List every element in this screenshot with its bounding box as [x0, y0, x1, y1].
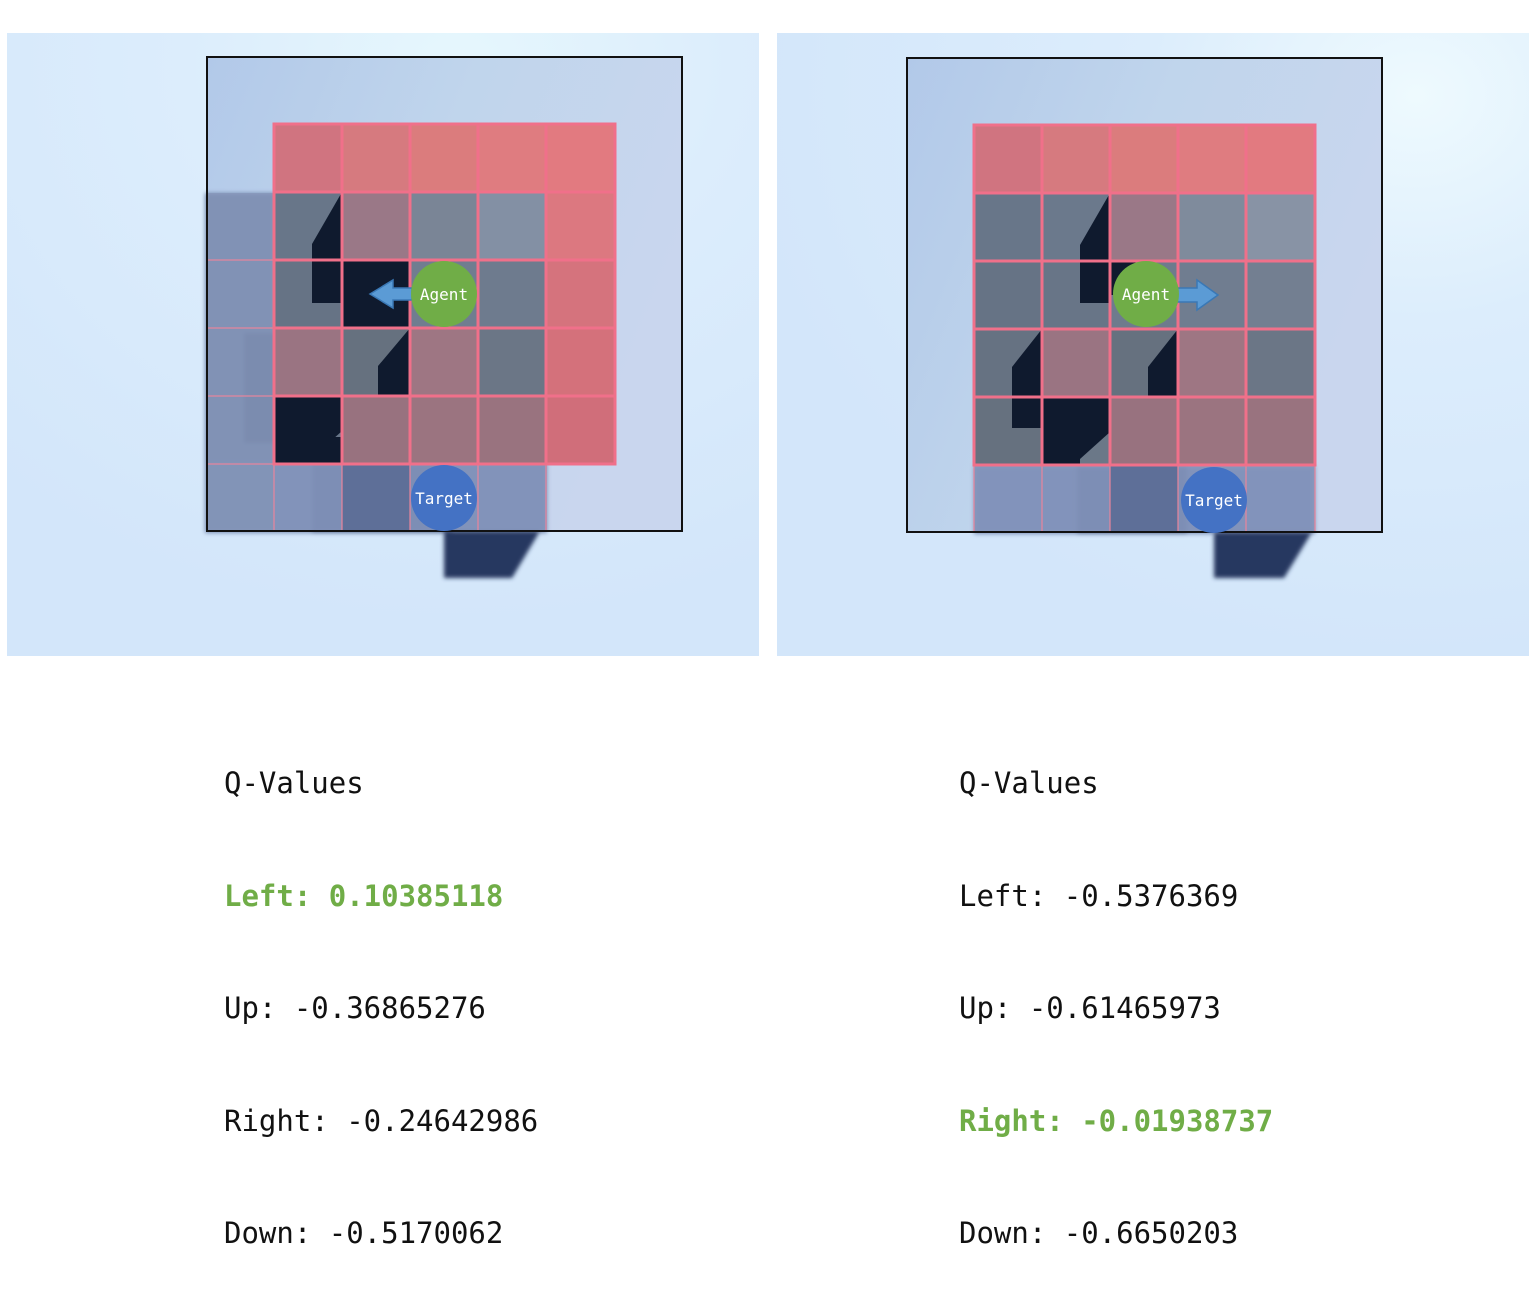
target-marker [411, 465, 477, 531]
qvalues-left: Q-Values Left: 0.10385118 Up: -0.3686527… [224, 690, 538, 1290]
grid-extension [207, 193, 547, 532]
gridworld-panel-right: Agent Target [777, 33, 1529, 656]
grid-cells [974, 125, 1315, 465]
qvalues-right: Q-Values Left: -0.5376369 Up: -0.6146597… [959, 690, 1273, 1290]
grid-cells [274, 124, 615, 464]
gridworld-scene-left: Agent Target [7, 33, 759, 656]
qvalues-title: Q-Values [959, 766, 1099, 800]
gridworld-scene-right: Agent Target [777, 33, 1529, 656]
qvalue-up-action: Up: -0.61465973 [959, 991, 1221, 1025]
qvalue-right-action: Right: -0.24642986 [224, 1103, 539, 1138]
qvalues-title: Q-Values [224, 766, 364, 800]
grid-lines [272, 122, 617, 466]
qvalue-left-action: Left: -0.5376369 [959, 878, 1239, 913]
gridworld-panel-left: Agent Target [7, 33, 759, 656]
qvalue-right-action: Right: -0.01938737 [959, 1103, 1274, 1138]
agent-label: Agent [1122, 285, 1170, 304]
arrow-right-icon [1176, 278, 1220, 312]
target-label: Target [415, 489, 473, 508]
target-marker [1181, 467, 1247, 533]
agent-marker [1113, 261, 1179, 327]
target-label: Target [1185, 491, 1243, 510]
environment-frame [906, 57, 1383, 533]
environment-frame [206, 56, 683, 532]
agent-marker [411, 261, 477, 327]
agent-label: Agent [420, 285, 468, 304]
qvalue-down-action: Down: -0.6650203 [959, 1216, 1239, 1250]
grid-extension [973, 465, 1316, 533]
qvalue-left-action: Left: 0.10385118 [224, 878, 504, 913]
qvalue-down-action: Down: -0.5170062 [224, 1216, 504, 1250]
qvalue-up-action: Up: -0.36865276 [224, 991, 486, 1025]
